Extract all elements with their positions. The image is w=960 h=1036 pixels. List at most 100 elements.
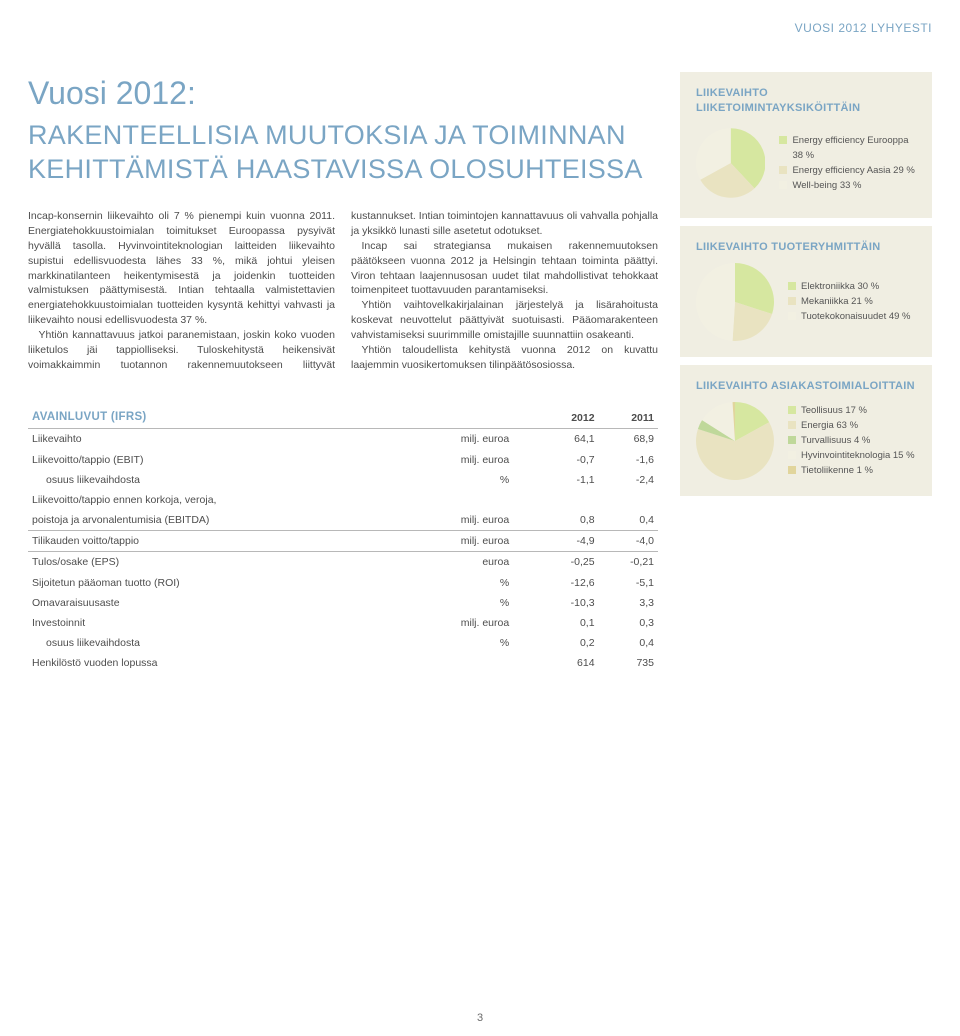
row-y2: 0,4: [599, 633, 658, 653]
legend-label: Mekaniikka 21 %: [801, 294, 873, 309]
table-row: Sijoitetun pääoman tuotto (ROI)%-12,6-5,…: [28, 573, 658, 593]
row-label: Liikevoitto/tappio (EBIT): [28, 450, 386, 470]
table-unit-header: [386, 407, 539, 429]
legend-label: Teollisuus 17 %: [801, 403, 867, 418]
page-number: 3: [477, 1011, 483, 1026]
section-header: VUOSI 2012 LYHYESTI: [28, 20, 932, 36]
legend-swatch: [788, 436, 796, 444]
row-unit: [386, 490, 539, 510]
kpi-table: AVAINLUVUT (IFRS) 2012 2011 Liikevaihtom…: [28, 407, 658, 674]
legend-swatch: [779, 136, 787, 144]
row-unit: milj. euroa: [386, 429, 539, 450]
legend-swatch: [788, 406, 796, 414]
row-label: Henkilöstö vuoden lopussa: [28, 653, 386, 673]
table-row: Liikevoitto/tappio (EBIT)milj. euroa-0,7…: [28, 450, 658, 470]
row-label: osuus liikevaihdosta: [28, 633, 386, 653]
main-layout: Vuosi 2012: RAKENTEELLISIA MUUTOKSIA JA …: [28, 72, 932, 673]
pie-customer-svg: [696, 402, 774, 480]
chart-customer-title: LIIKEVAIHTO ASIAKASTOIMIALOITTAIN: [696, 379, 916, 394]
row-label: Omavaraisuusaste: [28, 593, 386, 613]
row-y1: -1,1: [539, 470, 598, 490]
row-y1: 64,1: [539, 429, 598, 450]
row-y1: 0,2: [539, 633, 598, 653]
legend-customer: Teollisuus 17 %Energia 63 %Turvallisuus …: [788, 403, 915, 479]
row-unit: %: [386, 593, 539, 613]
row-y2: 735: [599, 653, 658, 673]
row-y1: 0,8: [539, 510, 598, 531]
row-y1: -0,25: [539, 552, 598, 573]
row-y2: -1,6: [599, 450, 658, 470]
row-y2: 0,3: [599, 613, 658, 633]
legend-item: Teollisuus 17 %: [788, 403, 915, 418]
legend-label: Hyvinvointiteknologia 15 %: [801, 448, 915, 463]
row-y2: [599, 490, 658, 510]
legend-swatch: [788, 466, 796, 474]
pie-segment-svg: [696, 124, 765, 202]
chart-segment: LIIKEVAIHTO LIIKETOIMINTAYKSIKÖITTÄIN En…: [680, 72, 932, 218]
row-y2: -5,1: [599, 573, 658, 593]
row-unit: milj. euroa: [386, 510, 539, 531]
row-label: Liikevoitto/tappio ennen korkoja, veroja…: [28, 490, 386, 510]
legend-swatch: [788, 451, 796, 459]
row-label: Liikevaihto: [28, 429, 386, 450]
row-y1: -12,6: [539, 573, 598, 593]
title-main: RAKENTEELLISIA MUUTOKSIA JA TOIMINNAN KE…: [28, 119, 658, 187]
legend-label: Energia 63 %: [801, 418, 858, 433]
row-y1: -10,3: [539, 593, 598, 613]
legend-item: Turvallisuus 4 %: [788, 433, 915, 448]
legend-item: Well-being 33 %: [779, 178, 916, 193]
body-p3: Incap sai strategiansa mukaisen rakennem…: [351, 239, 658, 299]
legend-swatch: [788, 297, 796, 305]
row-y2: 3,3: [599, 593, 658, 613]
legend-item: Energy efficiency Eurooppa 38 %: [779, 133, 916, 163]
body-p5: Yhtiön taloudellista kehitystä vuonna 20…: [351, 343, 658, 373]
row-unit: %: [386, 633, 539, 653]
row-label: poistoja ja arvonalentumisia (EBITDA): [28, 510, 386, 531]
legend-label: Elektroniikka 30 %: [801, 279, 879, 294]
row-y1: 614: [539, 653, 598, 673]
legend-item: Tuotekokonaisuudet 49 %: [788, 309, 911, 324]
table-row: Liikevoitto/tappio ennen korkoja, veroja…: [28, 490, 658, 510]
row-y1: 0,1: [539, 613, 598, 633]
row-unit: milj. euroa: [386, 613, 539, 633]
row-label: Tulos/osake (EPS): [28, 552, 386, 573]
left-column: Vuosi 2012: RAKENTEELLISIA MUUTOKSIA JA …: [28, 72, 658, 673]
body-text: Incap-konsernin liikevaihto oli 7 % pien…: [28, 209, 658, 373]
legend-label: Well-being 33 %: [792, 178, 861, 193]
body-p1: Incap-konsernin liikevaihto oli 7 % pien…: [28, 209, 335, 328]
chart-customer: LIIKEVAIHTO ASIAKASTOIMIALOITTAIN Teolli…: [680, 365, 932, 496]
row-y2: 68,9: [599, 429, 658, 450]
legend-segment: Energy efficiency Eurooppa 38 %Energy ef…: [779, 133, 916, 194]
right-column: LIIKEVAIHTO LIIKETOIMINTAYKSIKÖITTÄIN En…: [680, 72, 932, 673]
row-label: osuus liikevaihdosta: [28, 470, 386, 490]
legend-label: Turvallisuus 4 %: [801, 433, 870, 448]
legend-item: Energy efficiency Aasia 29 %: [779, 163, 916, 178]
chart-product: LIIKEVAIHTO TUOTERYHMITTÄIN Elektroniikk…: [680, 226, 932, 357]
table-row: osuus liikevaihdosta%-1,1-2,4: [28, 470, 658, 490]
table-row: Investoinnitmilj. euroa0,10,3: [28, 613, 658, 633]
table-col-2011: 2011: [599, 407, 658, 429]
table-row: poistoja ja arvonalentumisia (EBITDA)mil…: [28, 510, 658, 531]
legend-swatch: [779, 181, 787, 189]
row-y1: -0,7: [539, 450, 598, 470]
row-label: Tilikauden voitto/tappio: [28, 531, 386, 552]
row-unit: %: [386, 573, 539, 593]
row-unit: %: [386, 470, 539, 490]
row-unit: euroa: [386, 552, 539, 573]
legend-label: Energy efficiency Aasia 29 %: [792, 163, 914, 178]
row-y1: -4,9: [539, 531, 598, 552]
table-row: osuus liikevaihdosta%0,20,4: [28, 633, 658, 653]
row-y2: 0,4: [599, 510, 658, 531]
legend-swatch: [788, 421, 796, 429]
row-unit: milj. euroa: [386, 450, 539, 470]
table-row: Tulos/osake (EPS)euroa-0,25-0,21: [28, 552, 658, 573]
legend-swatch: [779, 166, 787, 174]
body-p4: Yhtiön vaihtovelkakirjalainan järjestely…: [351, 298, 658, 343]
row-y2: -4,0: [599, 531, 658, 552]
row-label: Sijoitetun pääoman tuotto (ROI): [28, 573, 386, 593]
table-row: Omavaraisuusaste%-10,33,3: [28, 593, 658, 613]
row-y2: -0,21: [599, 552, 658, 573]
row-label: Investoinnit: [28, 613, 386, 633]
title-year: Vuosi 2012:: [28, 72, 658, 115]
legend-swatch: [788, 312, 796, 320]
